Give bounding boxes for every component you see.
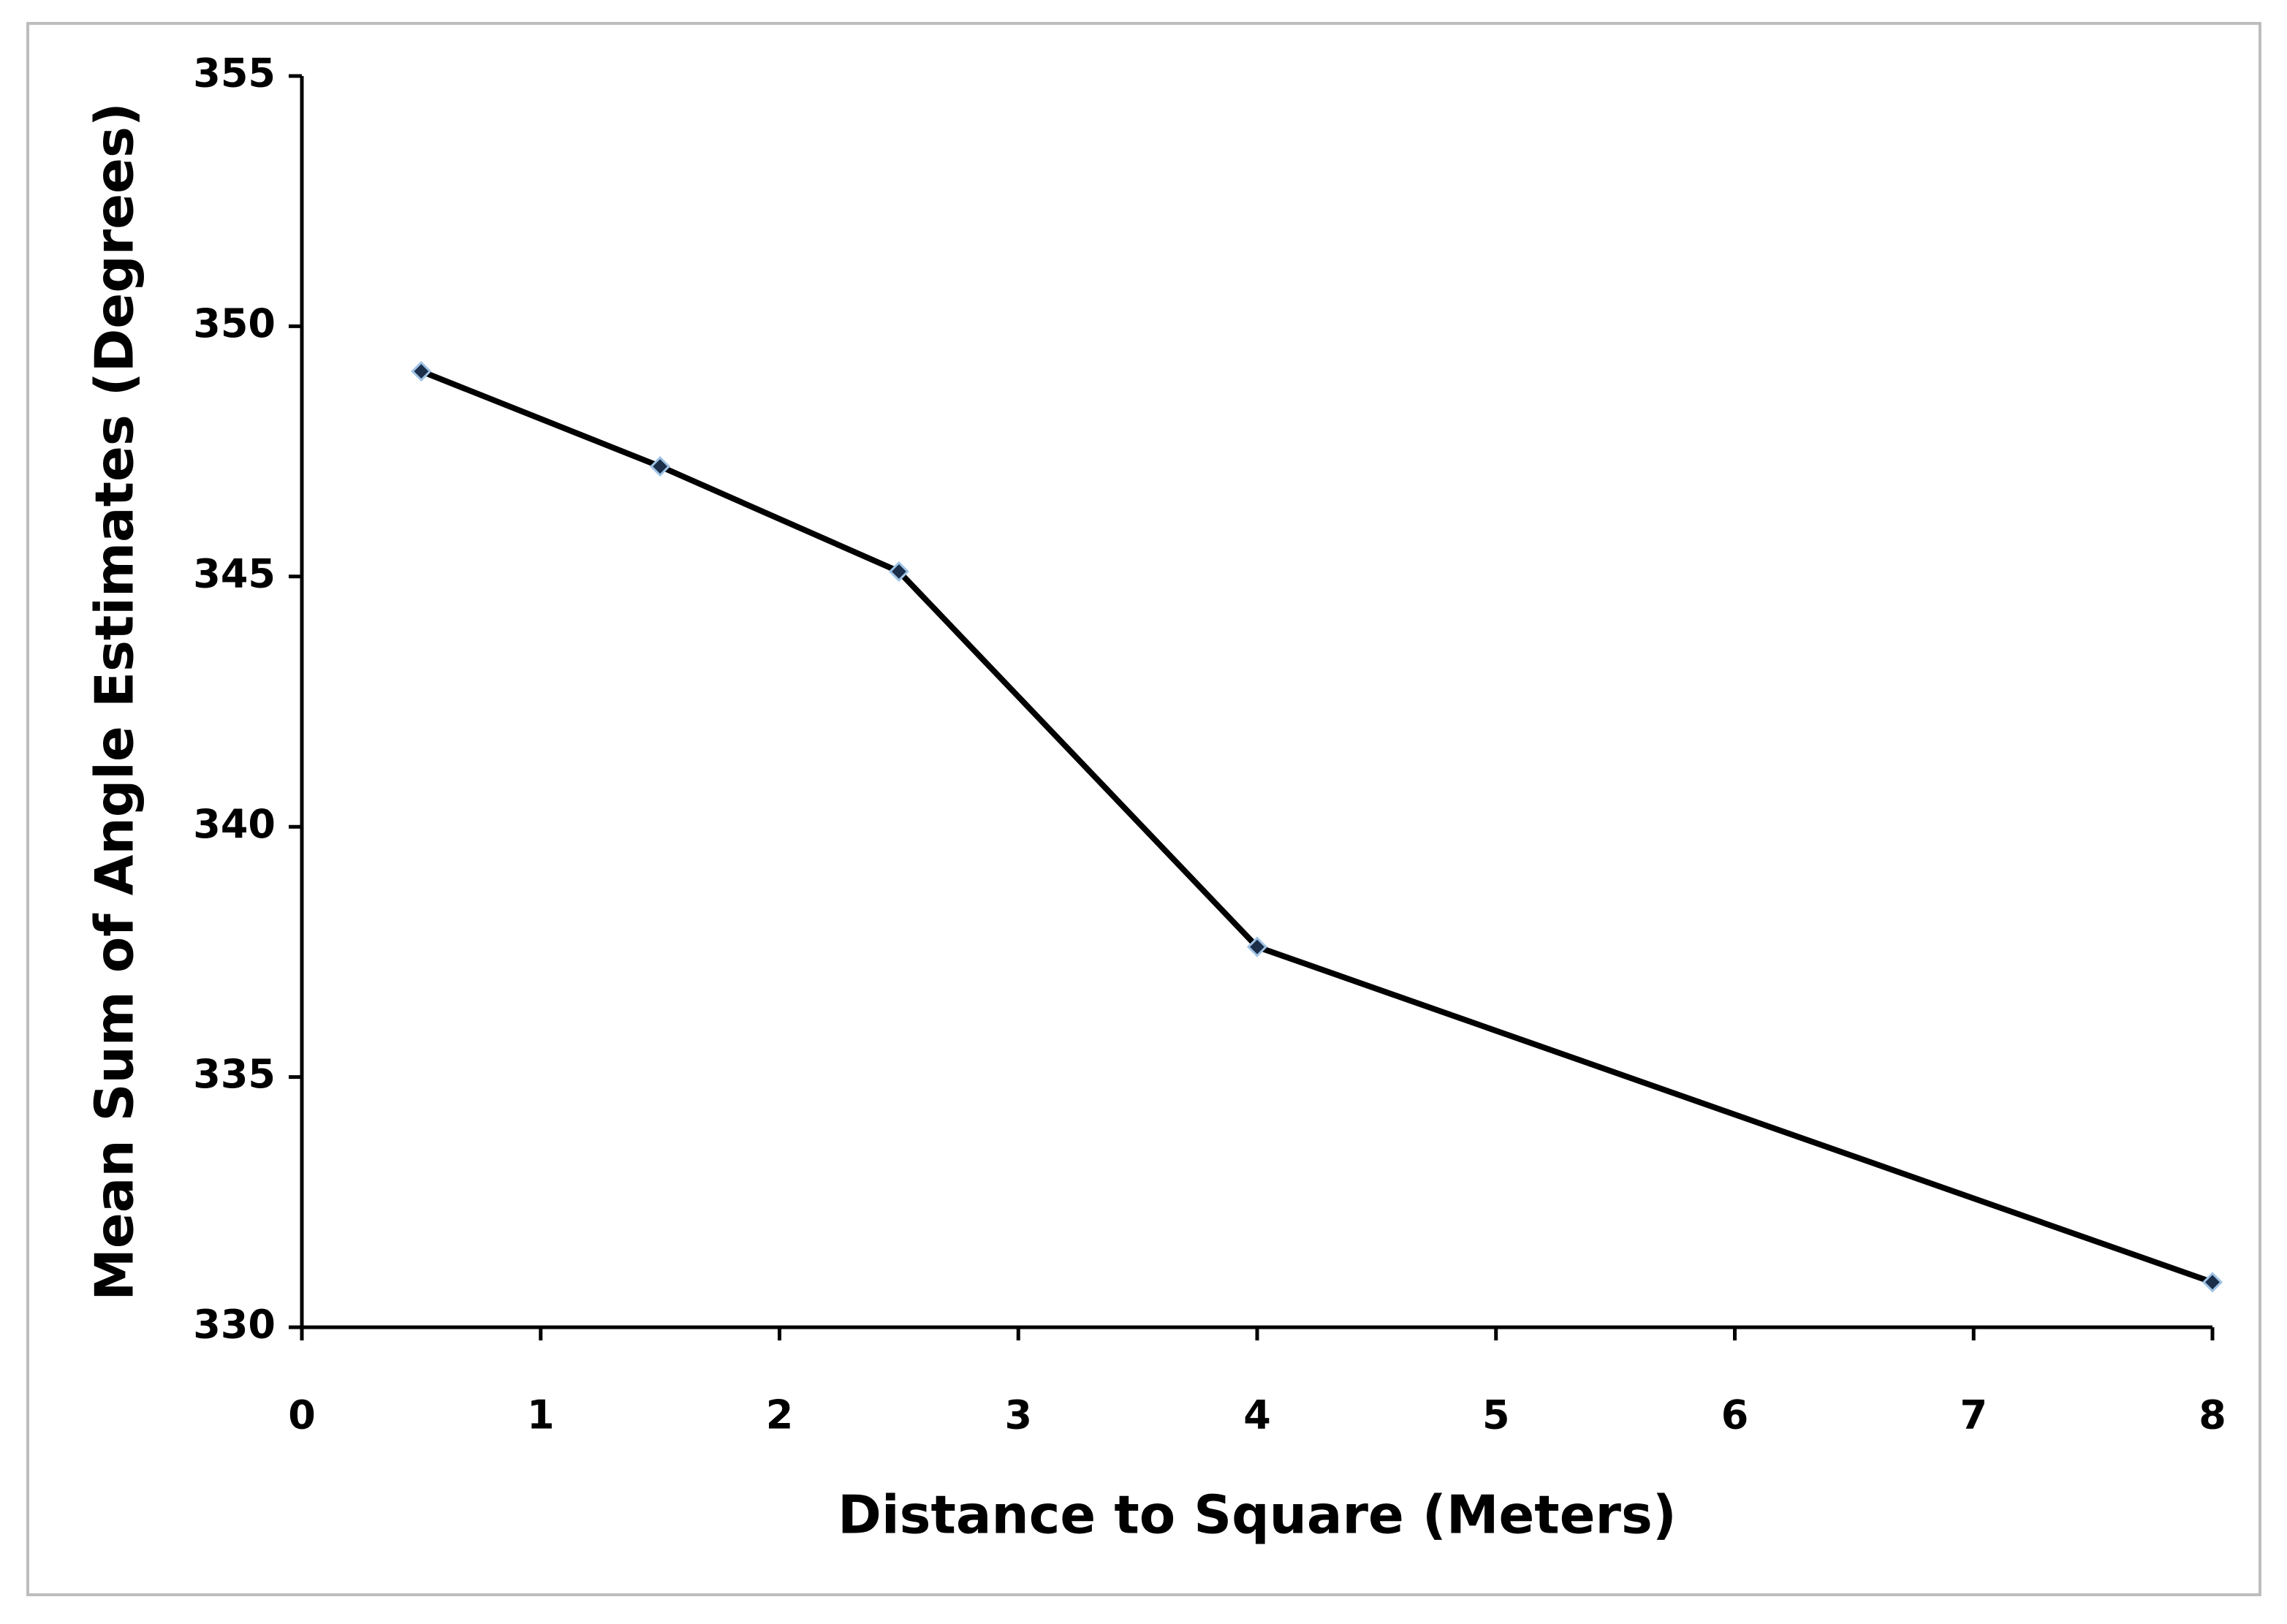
y-tick-label: 340 <box>193 801 276 847</box>
x-tick-label: 7 <box>1960 1392 1987 1438</box>
x-tick-label: 5 <box>1482 1392 1510 1438</box>
x-tick-label: 1 <box>527 1392 555 1438</box>
x-tick-label: 2 <box>766 1392 794 1438</box>
y-tick-label: 355 <box>193 50 276 96</box>
x-tick-label: 6 <box>1721 1392 1749 1438</box>
data-point <box>2201 1272 2223 1293</box>
y-tick-label: 350 <box>193 300 276 346</box>
chart-frame <box>26 22 2261 1596</box>
data-point <box>888 561 910 583</box>
x-axis-title: Distance to Square (Meters) <box>838 1484 1677 1546</box>
data-point <box>1246 936 1268 957</box>
x-tick-label: 4 <box>1243 1392 1271 1438</box>
x-tick-label: 8 <box>2199 1392 2226 1438</box>
x-tick-label: 0 <box>288 1392 316 1438</box>
data-point <box>650 456 671 477</box>
y-tick-label: 330 <box>193 1302 276 1348</box>
y-tick-label: 335 <box>193 1051 276 1097</box>
y-axis-title: Mean Sum of Angle Estimates (Degrees) <box>84 102 145 1300</box>
data-point <box>411 360 432 382</box>
y-tick-label: 345 <box>193 550 276 596</box>
x-tick-label: 3 <box>1004 1392 1032 1438</box>
